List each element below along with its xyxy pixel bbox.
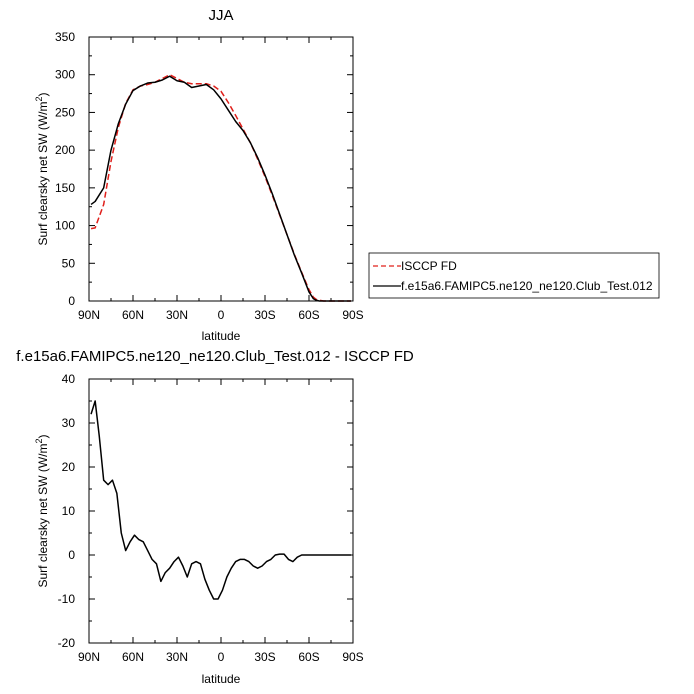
bottom-chart-series-group: [90, 400, 351, 600]
bottom-chart-title: f.e15a6.FAMIPC5.ne120_ne120.Club_Test.01…: [16, 348, 414, 365]
bottom-chart-y-tick-label: -10: [58, 592, 76, 606]
top-chart-y-tick-label: 350: [55, 30, 75, 44]
top-chart-x-tick-label: 60N: [122, 308, 144, 322]
bottom-chart-x-tick-label: 30N: [166, 650, 188, 664]
top-chart-series-line-0: [90, 73, 351, 302]
bottom-chart-y-tick-label: 30: [62, 416, 76, 430]
bottom-chart-y-tick-label: 40: [62, 372, 76, 386]
top-chart-x-tick-label: 30N: [166, 308, 188, 322]
bottom-chart-x-tick-label: 30S: [254, 650, 275, 664]
bottom-chart-x-axis-label: latitude: [202, 672, 241, 686]
top-chart-x-tick-label: 90N: [78, 308, 100, 322]
top-chart-title: JJA: [208, 7, 233, 24]
top-chart-series-line-1: [90, 75, 351, 302]
bottom-chart-x-tick-label: 60S: [298, 650, 319, 664]
top-chart-y-tick-label: 200: [55, 143, 75, 157]
bottom-chart-y-tick-label: 10: [62, 504, 76, 518]
legend-box: [368, 252, 660, 299]
top-chart-y-tick-label: 0: [68, 294, 75, 308]
top-chart-x-tick-label: 90S: [342, 308, 363, 322]
bottom-chart-plot-frame: [88, 378, 354, 644]
legend-label-isccp: ISCCP FD: [401, 259, 457, 273]
top-chart-y-axis-label: Surf clearsky net SW (W/m2): [34, 92, 50, 245]
top-chart-x-tick-label: 60S: [298, 308, 319, 322]
bottom-chart-series-line-0: [90, 400, 351, 600]
top-chart-x-axis-label: latitude: [202, 329, 241, 343]
top-chart-x-tick-label: 30S: [254, 308, 275, 322]
legend-label-model: f.e15a6.FAMIPC5.ne120_ne120.Club_Test.01…: [401, 279, 653, 293]
top-chart-y-tick-label: 300: [55, 68, 75, 82]
top-chart-series-group: [90, 73, 351, 302]
top-chart-y-tick-label: 50: [62, 256, 76, 270]
bottom-chart-x-tick-label: 60N: [122, 650, 144, 664]
bottom-chart-y-tick-label: 20: [62, 460, 76, 474]
top-chart-legend: ISCCP FD f.e15a6.FAMIPC5.ne120_ne120.Clu…: [368, 252, 660, 299]
bottom-chart-y-tick-label: 0: [68, 548, 75, 562]
bottom-chart-y-axis-label: Surf clearsky net SW (W/m2): [34, 434, 50, 587]
top-chart-y-tick-label: 100: [55, 219, 75, 233]
bottom-chart-ticks: 90N 60N 30N 0 30S 60S 90S -20 -10 0 10 20 30 40: [58, 372, 364, 664]
top-chart-x-tick-label: 0: [218, 308, 225, 322]
bottom-chart-y-tick-label: -20: [58, 636, 76, 650]
top-chart-y-tick-label: 250: [55, 105, 75, 119]
top-chart-ticks: 90N 60N 30N 0 30S 60S 90S 0 50 100 150 200 250 300 350: [55, 30, 364, 322]
bottom-chart: f.e15a6.FAMIPC5.ne120_ne120.Club_Test.01…: [16, 348, 414, 686]
bottom-chart-x-tick-label: 90S: [342, 650, 363, 664]
bottom-chart-x-tick-label: 0: [218, 650, 225, 664]
top-chart: JJA 90N 60N 30N 0 30S 60S 90S 0 50 100 150 200 250 30…: [34, 7, 364, 343]
bottom-chart-x-tick-label: 90N: [78, 650, 100, 664]
top-chart-plot-frame: [88, 36, 354, 302]
top-chart-y-tick-label: 150: [55, 181, 75, 195]
